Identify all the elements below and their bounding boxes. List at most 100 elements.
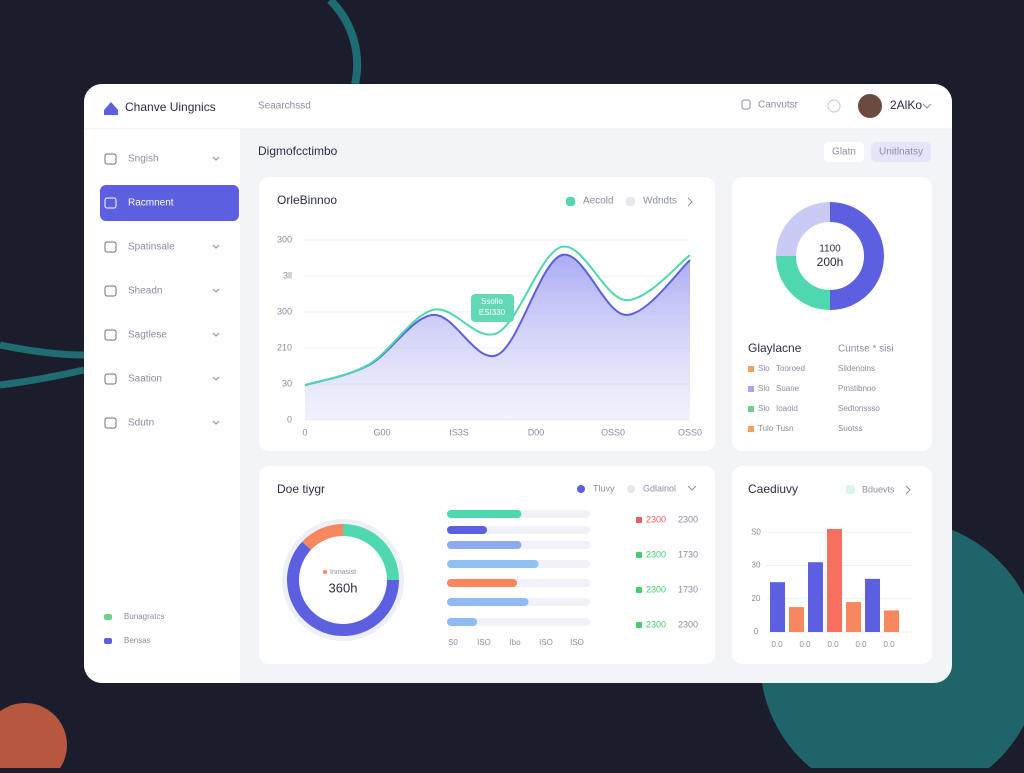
legend-title: Glaylacne [748, 341, 802, 355]
y-tick-label: 300 [277, 234, 292, 244]
button[interactable] [871, 142, 931, 162]
x-tick-label: ISO [477, 638, 491, 647]
row-value: 1730 [678, 549, 698, 559]
user[interactable]: 2AlKo [890, 98, 922, 112]
chevron[interactable] [212, 288, 220, 293]
bar [884, 610, 899, 632]
chevron[interactable] [922, 103, 932, 109]
nav-item[interactable]: Sngish [128, 154, 159, 165]
button[interactable] [824, 142, 864, 162]
chevron[interactable] [212, 420, 220, 425]
nav-item[interactable]: Saation [128, 374, 162, 385]
legend-swatch [846, 485, 855, 494]
donut-segment [829, 202, 884, 310]
legend-label: Slo [758, 384, 770, 393]
hbar [447, 598, 529, 606]
x-tick-label: G00 [373, 427, 390, 437]
hbar [447, 579, 518, 587]
legend-label: Slo [758, 404, 770, 413]
row-dot [636, 552, 642, 558]
nav-item[interactable]: Spatinsale [128, 242, 175, 253]
hbar [447, 526, 488, 534]
nav-item[interactable]: Sheadn [128, 286, 162, 297]
icon[interactable] [827, 99, 841, 113]
legend-label: Aecold [583, 196, 614, 207]
legend-swatch [577, 485, 585, 493]
nav-active[interactable] [100, 185, 239, 221]
row-value: 2300 [646, 584, 666, 594]
x-tick-label: Ibo [509, 638, 521, 647]
footer-item[interactable]: Bensas [124, 636, 151, 645]
legend-note: Cuntse * sisi [838, 344, 894, 355]
ring-center: 360h [329, 580, 358, 595]
donut-center: 200h [817, 255, 844, 269]
nav-icon [104, 241, 117, 253]
chevron[interactable] [212, 156, 220, 161]
legend-label: Bduevts [862, 484, 895, 494]
y-tick-label: 300 [277, 306, 292, 316]
row-value: 2300 [678, 619, 698, 629]
row-value: 2300 [646, 514, 666, 524]
x-tick-label: IS3S [449, 427, 469, 437]
action[interactable]: Canvutsr [758, 100, 799, 111]
legend-value: Suotss [838, 424, 862, 433]
legend-value: Sildenoins [838, 364, 875, 373]
chevron[interactable] [212, 244, 220, 249]
legend-swatch [748, 386, 754, 392]
footer-item[interactable]: Bunagratcs [124, 612, 164, 621]
x-tick-label: OSS0 [678, 427, 702, 437]
x-tick-label: ISO [570, 638, 584, 647]
brand: Chanve Uingnics [125, 100, 216, 114]
x-tick-label: 0.0 [771, 640, 783, 649]
search[interactable]: Seaarchssd [258, 101, 311, 112]
y-tick-label: S0 [751, 527, 761, 536]
donut-center: 1100 [819, 244, 841, 255]
legend-label: Gdlainol [643, 483, 676, 493]
bar [846, 602, 861, 632]
nav-icon [104, 373, 117, 385]
nav-icon [104, 329, 117, 341]
x-tick-label: 0.0 [855, 640, 867, 649]
chevron[interactable] [687, 197, 693, 207]
x-tick-label: S0 [448, 638, 458, 647]
card-title: Doe tiygr [277, 482, 325, 496]
row-value: 2300 [678, 514, 698, 524]
button-label[interactable]: Unitlnatsy [879, 147, 923, 158]
sidebar [84, 129, 240, 683]
chevron[interactable] [687, 485, 697, 491]
bar-track [447, 618, 590, 626]
donut-segment [776, 255, 831, 310]
nav-item[interactable]: Racmnent [128, 198, 174, 209]
row-dot [636, 622, 642, 628]
nav-item[interactable]: Sdutn [128, 418, 154, 429]
chevron[interactable] [212, 332, 220, 337]
nav-item[interactable]: Sagtlese [128, 330, 167, 341]
row-value: 2300 [646, 619, 666, 629]
legend-label: Suane [776, 384, 800, 393]
page-title: Digmofcctimbo [258, 144, 338, 158]
row-dot [636, 517, 642, 523]
hbar [447, 510, 522, 518]
x-tick-label: 0.0 [799, 640, 811, 649]
chevron[interactable] [905, 485, 911, 495]
bar [827, 528, 842, 632]
card-title: Caediuvy [748, 482, 798, 496]
donut-segment [776, 202, 831, 257]
bar [808, 562, 823, 632]
button-label[interactable]: Glatn [832, 147, 856, 158]
legend-label: Tluvy [593, 483, 615, 493]
legend-swatch [626, 197, 635, 206]
nav-icon [104, 153, 117, 165]
area [305, 254, 690, 420]
footer-icon [104, 614, 112, 620]
y-tick-label: 30 [282, 378, 292, 388]
icon [741, 99, 751, 110]
chevron[interactable] [212, 376, 220, 381]
row-dot [636, 587, 642, 593]
avatar[interactable] [858, 94, 882, 118]
bar [865, 578, 880, 632]
y-tick-label: 30 [752, 561, 761, 570]
legend-swatch [748, 406, 754, 412]
